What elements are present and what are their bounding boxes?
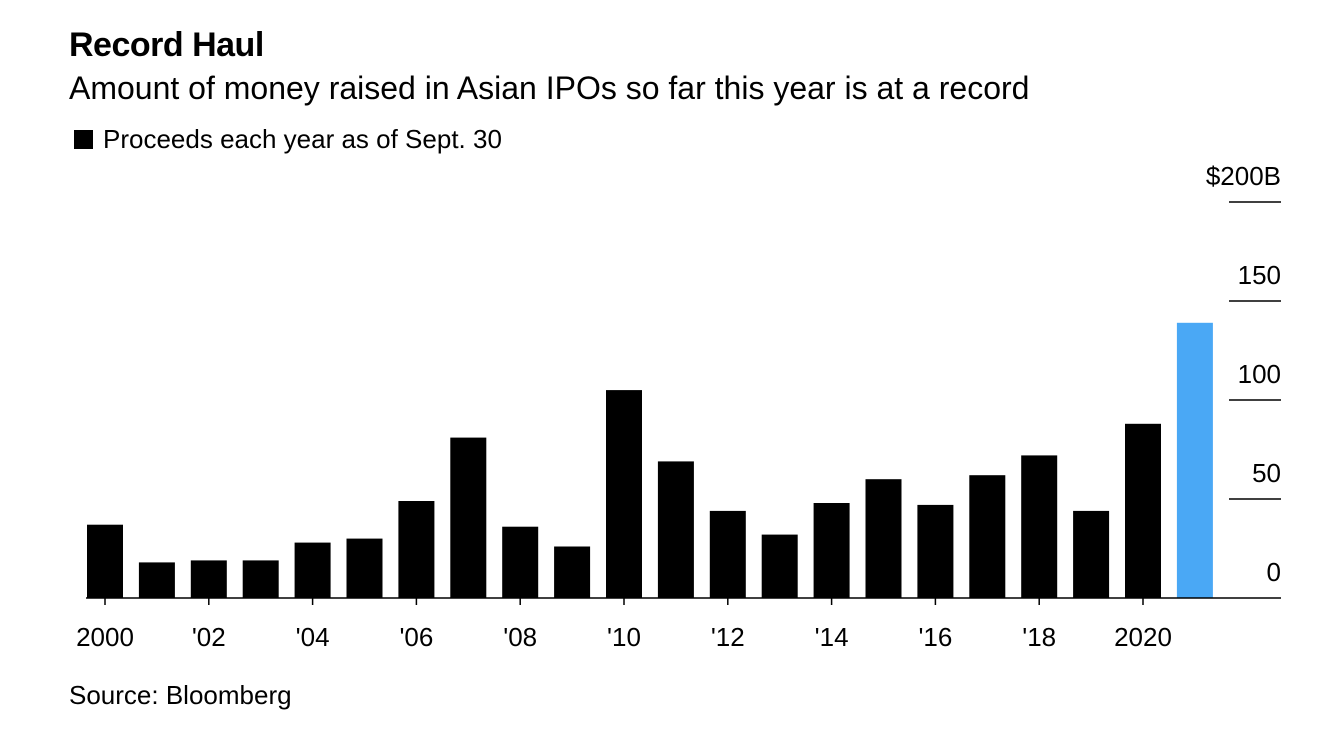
bar-2007 (450, 437, 487, 598)
x-tick-label: '04 (296, 622, 330, 652)
bar-2008 (502, 526, 539, 598)
x-axis: 2000 '02 '04 '06 '08 '10 '12 '14 '16 '18 2020 (76, 597, 1281, 652)
bar-2006 (398, 501, 435, 598)
x-tick-label: '02 (192, 622, 226, 652)
bar-2009 (554, 546, 591, 598)
bar-2001 (138, 562, 175, 598)
x-tick-label: '10 (607, 622, 641, 652)
bar-2003 (242, 560, 279, 598)
chart-subtitle: Amount of money raised in Asian IPOs so … (69, 70, 1030, 106)
bar-2013 (761, 534, 798, 598)
y-tick-label: 100 (1238, 359, 1281, 389)
y-tick-label: 0 (1267, 557, 1281, 587)
x-tick-label: '12 (711, 622, 745, 652)
bar-2019 (1073, 510, 1110, 598)
bar-2020 (1125, 423, 1161, 598)
bar-2016 (917, 504, 954, 598)
x-tick-label: '06 (399, 622, 433, 652)
bar-2004 (294, 542, 331, 598)
bars-group (87, 322, 1213, 598)
x-tick-label: 2020 (1114, 622, 1172, 652)
bar-2010 (606, 390, 642, 598)
x-tick-label: '16 (918, 622, 952, 652)
bar-2011 (657, 461, 694, 598)
x-tick-label: 2000 (76, 622, 134, 652)
y-tick-label: 50 (1252, 458, 1281, 488)
legend-swatch (74, 130, 93, 149)
x-tick-label: '08 (503, 622, 537, 652)
legend: Proceeds each year as of Sept. 30 (74, 124, 502, 155)
bar-2005 (346, 538, 383, 598)
bar-2018 (1021, 455, 1058, 598)
bar-2021 (1176, 322, 1213, 598)
bar-2017 (969, 475, 1006, 598)
bar-2000 (87, 524, 123, 598)
chart-title: Record Haul (69, 26, 264, 64)
source-note: Source: Bloomberg (69, 680, 292, 710)
legend-label: Proceeds each year as of Sept. 30 (103, 124, 502, 154)
bar-2014 (813, 503, 850, 598)
bar-2015 (865, 479, 902, 598)
x-tick-label: '14 (815, 622, 849, 652)
bar-2012 (709, 510, 746, 598)
bar-2002 (190, 560, 227, 598)
y-tick-label: 150 (1238, 260, 1281, 290)
x-tick-label: '18 (1022, 622, 1056, 652)
y-axis: 0 50 100 150 $200B (1206, 161, 1281, 587)
y-tick-label: $200B (1206, 161, 1281, 191)
